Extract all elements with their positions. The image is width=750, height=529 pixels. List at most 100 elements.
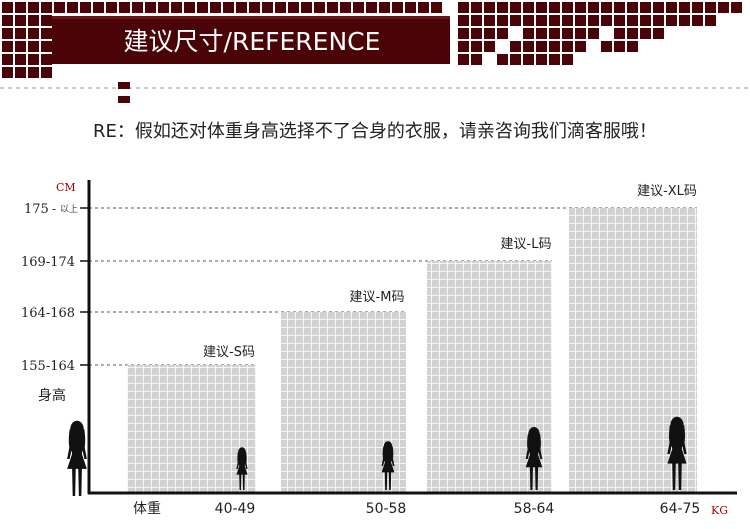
- banner-tile: [379, 2, 390, 13]
- banner-tile: [627, 28, 638, 39]
- silhouette-xl: [667, 416, 687, 490]
- banner-tile: [418, 2, 429, 13]
- banner-tile: [15, 2, 26, 13]
- banner-tile: [497, 2, 508, 13]
- x-tick-label: 40-49: [215, 501, 256, 517]
- reference-silhouette: [67, 420, 87, 496]
- banner-tile: [2, 15, 13, 26]
- x-unit-label: KG: [711, 504, 728, 517]
- banner-tile: [653, 2, 664, 13]
- banner-tile: [575, 41, 586, 52]
- banner-tile: [471, 28, 482, 39]
- x-tick-label: 50-58: [366, 501, 407, 517]
- banner-tile: [562, 2, 573, 13]
- banner-tile: [28, 2, 39, 13]
- banner-tile: [562, 41, 573, 52]
- x-tick-label: 58-64: [514, 501, 555, 517]
- banner-tile: [262, 2, 273, 13]
- banner-tile: [15, 67, 26, 78]
- banner-tile: [431, 2, 442, 13]
- bar-label: 建议-L码: [501, 237, 552, 252]
- banner-tile: [145, 2, 156, 13]
- banner-tile: [28, 28, 39, 39]
- banner-tile: [614, 28, 625, 39]
- banner-tile: [54, 2, 65, 13]
- banner-tile: [288, 2, 299, 13]
- bar-labels: 建议-S码 建议-M码 建议-L码 建议-XL码: [203, 184, 697, 360]
- banner-tile: [392, 2, 403, 13]
- banner-tile: [119, 2, 130, 13]
- banner-tile: [41, 41, 52, 52]
- bar-label: 建议-S码: [203, 345, 255, 360]
- banner-tile: [249, 2, 260, 13]
- banner-tile: [523, 41, 534, 52]
- banner-tile: [41, 67, 52, 78]
- bar-label: 建议-M码: [350, 290, 405, 305]
- banner-tile: [458, 28, 469, 39]
- silhouettes: [67, 416, 687, 496]
- banner-tile: [562, 28, 573, 39]
- banner-tile: [2, 54, 13, 65]
- y-tick-label: 169-174: [21, 255, 75, 270]
- y-axis-title: 身高: [38, 387, 66, 404]
- banner-tile: [575, 2, 586, 13]
- banner-tile: [627, 15, 638, 26]
- x-tick-labels: 40-49 50-58 58-64 64-75: [215, 501, 701, 517]
- banner-tile: [41, 2, 52, 13]
- banner-tile: [510, 2, 521, 13]
- banner-tiles: [2, 2, 742, 78]
- banner-tile: [236, 2, 247, 13]
- banner-tile: [80, 2, 91, 13]
- banner-highlight: [52, 16, 450, 19]
- banner-tile: [2, 2, 13, 13]
- banner-tile: [106, 2, 117, 13]
- banner-tile: [692, 2, 703, 13]
- banner-tile: [458, 2, 469, 13]
- banner-tile: [575, 15, 586, 26]
- banner-tile: [458, 15, 469, 26]
- banner-tile: [67, 2, 78, 13]
- banner-tile: [601, 2, 612, 13]
- banner-tile: [627, 41, 638, 52]
- banner-tile: [536, 54, 547, 65]
- banner-tile: [28, 41, 39, 52]
- banner-background: [52, 16, 450, 64]
- banner-tile: [588, 2, 599, 13]
- bar: [127, 365, 256, 492]
- banner-tile: [41, 15, 52, 26]
- banner-tile: [275, 2, 286, 13]
- banner-tile: [523, 15, 534, 26]
- bar-label: 建议-XL码: [637, 184, 697, 199]
- banner-tile: [15, 28, 26, 39]
- divider-tile: [118, 82, 130, 89]
- banner-tile: [197, 2, 208, 13]
- banner-tile: [41, 54, 52, 65]
- banner-tile: [679, 15, 690, 26]
- banner-tile: [575, 28, 586, 39]
- banner-tile: [653, 28, 664, 39]
- banner-tile: [523, 54, 534, 65]
- banner-tile: [471, 54, 482, 65]
- banner-tile: [705, 15, 716, 26]
- banner-tile: [614, 2, 625, 13]
- banner-tile: [588, 15, 599, 26]
- banner-tile: [653, 15, 664, 26]
- banner-tile: [458, 54, 469, 65]
- banner-tile: [405, 2, 416, 13]
- banner-tile: [93, 2, 104, 13]
- divider-tile: [118, 96, 130, 103]
- banner-tile: [666, 2, 677, 13]
- banner-tile: [718, 2, 729, 13]
- banner-tile: [497, 54, 508, 65]
- banner-tile: [523, 28, 534, 39]
- banner-tile: [171, 2, 182, 13]
- y-tick-label: 175: [24, 202, 49, 217]
- banner-tile: [562, 54, 573, 65]
- banner-tile: [484, 15, 495, 26]
- banner-tile: [28, 54, 39, 65]
- banner-tile: [510, 15, 521, 26]
- banner-title: 建议尺寸/REFERENCE: [124, 27, 381, 56]
- banner-tile: [614, 41, 625, 52]
- banner-tile: [640, 2, 651, 13]
